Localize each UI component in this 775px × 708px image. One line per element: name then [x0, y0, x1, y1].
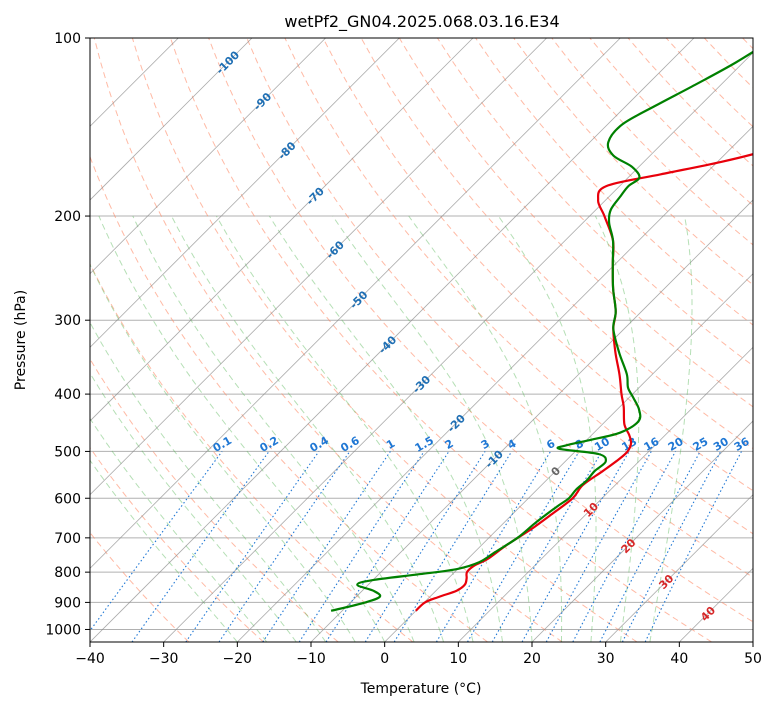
- dry-adiabat-line: [513, 38, 753, 286]
- mixing-ratio-line: [545, 451, 652, 642]
- isotherm-line: [458, 346, 753, 642]
- dry-adiabat-line: [208, 38, 753, 623]
- isotherm-line: [90, 38, 253, 201]
- x-tick-label: 40: [670, 651, 688, 667]
- dry-adiabat-line: [284, 38, 753, 535]
- background-lines: [90, 38, 753, 642]
- isotherm-line: [163, 52, 753, 642]
- y-tick-label: 400: [54, 387, 81, 403]
- mixing-ratio-line: [262, 451, 391, 642]
- isotherm-line: [752, 641, 753, 642]
- x-tick-label: −30: [149, 651, 179, 667]
- y-tick-label: 800: [54, 565, 81, 581]
- y-tick-label: 200: [54, 209, 81, 225]
- x-tick-label: −10: [296, 651, 326, 667]
- y-tick-label: 900: [54, 595, 81, 611]
- mixing-ratio-line: [393, 451, 513, 642]
- isotherm-line: [531, 420, 753, 642]
- isotherm-line: [90, 38, 400, 348]
- moist-adiabat-line: [171, 215, 445, 642]
- x-axis-ticks: −40 −30 −20 −10 0 10 20 30 40 50: [75, 642, 762, 667]
- temperature-series-line: [415, 153, 753, 612]
- mixing-ratio-line: [521, 451, 630, 642]
- moist-adiabat-line: [90, 263, 356, 642]
- dry-adiabat-line: [131, 38, 638, 642]
- dry-adiabats: [90, 38, 753, 642]
- mixing-ratio-line: [131, 451, 270, 642]
- pressure-gridlines: [90, 38, 753, 630]
- moist-adiabat-line: [332, 215, 533, 642]
- y-axis-label: Pressure (hPa): [13, 290, 29, 390]
- moist-adiabat-line: [98, 215, 386, 642]
- isotherm-line: [90, 38, 621, 569]
- mixing-ratio-line: [185, 451, 320, 642]
- isotherm-line: [90, 38, 547, 496]
- dry-adiabat-line: [90, 446, 264, 642]
- plot-frame: [89, 37, 754, 643]
- mixing-ratio-line: [90, 451, 223, 632]
- dry-adiabat-line: [93, 38, 563, 642]
- y-tick-label: 300: [54, 313, 81, 329]
- isotherm-line: [90, 38, 474, 422]
- mixing-ratio-line: [298, 451, 425, 642]
- x-tick-label: 10: [449, 651, 467, 667]
- x-tick-label: 50: [744, 651, 762, 667]
- isotherm-line: [237, 125, 753, 642]
- isotherm-line: [90, 38, 326, 275]
- mixing-ratio-line: [644, 451, 742, 642]
- y-tick-label: 1000: [45, 622, 81, 638]
- mixing-ratio-lines: [90, 451, 742, 642]
- y-tick-label: 100: [54, 31, 81, 47]
- moist-adiabat-line: [132, 215, 415, 642]
- moist-adiabat-line: [594, 215, 640, 642]
- mixing-ratio-line: [572, 451, 676, 642]
- chart-title: wetPf2_GN04.2025.068.03.16.E34: [284, 12, 559, 32]
- dry-adiabat-line: [322, 38, 753, 492]
- dry-adiabat-line: [475, 38, 753, 326]
- mixing-ratio-line: [621, 451, 722, 642]
- dry-adiabat-line: [170, 38, 712, 642]
- moist-adiabat-line: [90, 417, 268, 642]
- isotherm-line: [605, 494, 753, 642]
- x-tick-label: 0: [380, 651, 389, 667]
- x-tick-label: 20: [523, 651, 541, 667]
- moist-adiabat-line: [90, 459, 238, 642]
- plot-background: [90, 38, 753, 642]
- dry-adiabat-line: [90, 262, 414, 642]
- dry-adiabat-line: [90, 358, 339, 642]
- y-tick-label: 600: [54, 491, 81, 507]
- y-tick-label: 700: [54, 531, 81, 547]
- moist-adiabat-line: [90, 321, 327, 642]
- x-tick-label: 30: [597, 651, 615, 667]
- isotherm-line: [90, 38, 695, 642]
- moist-adiabat-line: [90, 372, 297, 642]
- moist-adiabat-line: [268, 215, 503, 642]
- mixing-ratio-line: [218, 451, 351, 642]
- isotherm-line: [384, 273, 753, 642]
- x-tick-label: −40: [75, 651, 105, 667]
- dewpoint-series-line: [330, 50, 753, 612]
- y-axis-ticks: 100 200 300 400 500 600 700 800 900 1000: [45, 31, 90, 638]
- dry-adiabat-line: [246, 38, 753, 578]
- profiles: [330, 50, 753, 612]
- x-tick-label: −20: [223, 651, 253, 667]
- moist-adiabat-line: [215, 215, 474, 642]
- x-axis-label: Temperature (°C): [360, 681, 482, 697]
- moist-adiabat-line: [649, 215, 693, 642]
- mixing-ratio-line: [325, 451, 450, 642]
- y-tick-label: 500: [54, 444, 81, 460]
